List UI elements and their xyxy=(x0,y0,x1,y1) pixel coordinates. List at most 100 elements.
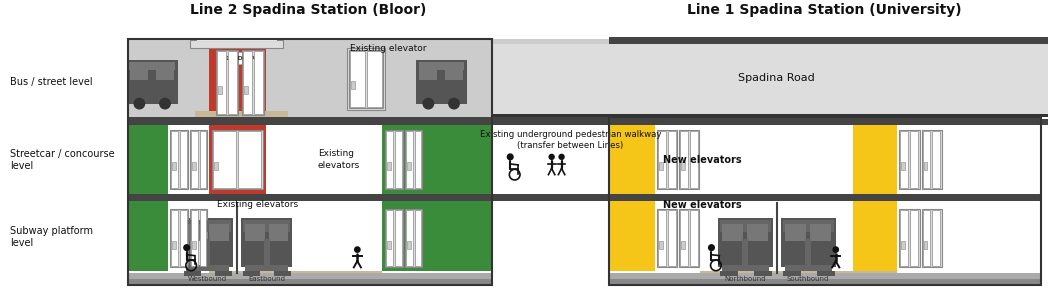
Bar xyxy=(209,271,382,273)
Bar xyxy=(128,125,493,194)
Bar xyxy=(269,224,288,241)
Text: Streetcar / concourse
level: Streetcar / concourse level xyxy=(11,149,115,171)
Bar xyxy=(609,201,1041,271)
Bar xyxy=(782,218,836,267)
Text: Westbound: Westbound xyxy=(188,276,227,282)
Bar xyxy=(170,130,188,190)
Bar xyxy=(493,38,1048,117)
Bar xyxy=(718,218,772,267)
Bar xyxy=(784,271,801,276)
Bar xyxy=(406,131,413,188)
Bar xyxy=(351,81,356,89)
Bar xyxy=(657,130,677,190)
Bar xyxy=(386,131,392,188)
Bar xyxy=(609,125,655,194)
Bar xyxy=(382,125,423,194)
Bar xyxy=(609,117,1041,285)
Bar xyxy=(933,131,940,188)
Text: Bus / street level: Bus / street level xyxy=(11,77,93,87)
Bar xyxy=(274,271,291,276)
Bar xyxy=(367,51,382,107)
Bar xyxy=(218,86,223,94)
Bar xyxy=(217,52,264,64)
Text: New elevators: New elevators xyxy=(664,155,742,165)
Bar xyxy=(385,209,403,267)
Circle shape xyxy=(832,246,839,253)
Circle shape xyxy=(708,244,715,251)
Bar xyxy=(747,224,768,241)
Bar xyxy=(445,66,463,80)
Bar xyxy=(128,201,168,271)
Bar xyxy=(244,86,248,94)
Bar xyxy=(238,131,261,188)
Bar xyxy=(128,279,493,285)
Bar xyxy=(245,265,288,271)
Bar xyxy=(922,131,931,188)
Circle shape xyxy=(354,246,361,253)
Bar xyxy=(405,130,422,190)
Bar xyxy=(493,115,1048,117)
Bar xyxy=(680,162,685,170)
Bar xyxy=(194,110,288,117)
Bar xyxy=(228,51,237,115)
Bar xyxy=(609,273,1041,279)
Bar xyxy=(922,209,942,267)
Bar xyxy=(899,130,920,190)
Bar xyxy=(609,125,1041,194)
Bar xyxy=(214,162,218,170)
Bar xyxy=(690,210,697,266)
Text: Existing underground pedestrian walkway
(transfer between Lines): Existing underground pedestrian walkway … xyxy=(480,130,661,150)
Bar xyxy=(128,38,493,285)
Bar xyxy=(184,271,200,276)
Bar xyxy=(192,162,195,170)
Bar xyxy=(909,210,918,266)
Bar xyxy=(184,220,231,232)
Bar xyxy=(209,125,266,194)
Bar xyxy=(658,131,666,188)
Bar xyxy=(658,210,666,266)
Bar xyxy=(406,210,413,266)
Bar xyxy=(190,40,284,48)
Bar xyxy=(405,209,422,267)
Bar xyxy=(171,131,178,188)
Bar xyxy=(386,210,392,266)
Bar xyxy=(181,218,233,267)
Text: Southbound: Southbound xyxy=(787,276,829,282)
Circle shape xyxy=(184,244,190,251)
Bar xyxy=(406,241,410,249)
Bar xyxy=(901,241,905,249)
Bar xyxy=(900,131,907,188)
Bar xyxy=(130,62,175,70)
Bar xyxy=(493,119,1048,125)
Text: Existing elevators: Existing elevators xyxy=(216,200,298,209)
Bar xyxy=(190,130,208,190)
Bar xyxy=(216,50,238,115)
Bar xyxy=(420,66,437,80)
Circle shape xyxy=(133,98,146,110)
Bar xyxy=(785,224,806,241)
Bar xyxy=(347,48,385,110)
Bar xyxy=(817,271,835,276)
Bar xyxy=(209,38,266,117)
Bar xyxy=(723,265,769,271)
Bar xyxy=(668,210,676,266)
Bar xyxy=(609,45,1048,115)
Bar xyxy=(723,224,743,241)
Bar xyxy=(128,38,493,117)
Bar xyxy=(172,241,176,249)
Bar xyxy=(901,162,905,170)
Bar xyxy=(493,201,609,271)
Bar xyxy=(212,130,263,190)
Bar xyxy=(199,131,207,188)
Bar xyxy=(679,130,698,190)
Bar xyxy=(395,131,402,188)
Bar xyxy=(243,51,252,115)
Text: Eastbound: Eastbound xyxy=(248,276,285,282)
Bar xyxy=(853,201,897,271)
Bar xyxy=(156,66,174,80)
Bar xyxy=(387,241,391,249)
Bar xyxy=(179,210,187,266)
Bar xyxy=(128,273,493,279)
Bar xyxy=(415,210,421,266)
Bar xyxy=(128,194,493,201)
